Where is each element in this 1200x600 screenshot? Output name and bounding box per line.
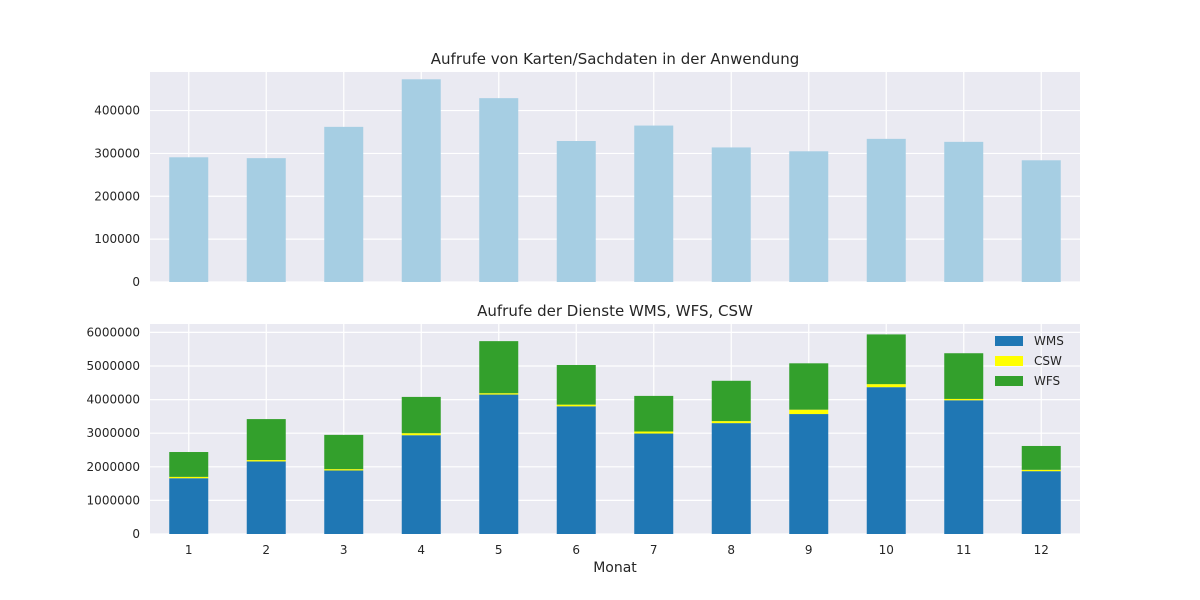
bar-csw: [789, 409, 829, 415]
legend-swatch-wms: [995, 336, 1023, 346]
x-tick-label: 7: [650, 543, 658, 557]
y-tick-label: 0: [132, 527, 140, 541]
chart-map-calls: Aufrufe von Karten/Sachdaten in der Anwe…: [94, 50, 1080, 289]
bar: [556, 141, 596, 282]
y-tick-label: 5000000: [87, 359, 140, 373]
bar-csw: [479, 393, 519, 395]
y-tick-label: 3000000: [87, 426, 140, 440]
bar-wfs: [711, 380, 751, 422]
legend-label-wfs: WFS: [1034, 374, 1060, 388]
bar-wms: [711, 423, 751, 534]
x-tick-label: 1: [185, 543, 193, 557]
bar-wms: [789, 414, 829, 534]
bar-wfs: [401, 396, 441, 434]
bar-wfs: [479, 341, 519, 394]
bar: [944, 141, 984, 282]
bar-csw: [324, 469, 364, 471]
legend: WMS CSW WFS: [995, 334, 1064, 388]
bar-wms: [324, 470, 364, 534]
bar: [789, 151, 829, 282]
y-tick-label: 6000000: [87, 325, 140, 339]
y-tick-label: 400000: [94, 104, 140, 118]
x-tick-label: 3: [340, 543, 348, 557]
legend-swatch-csw: [995, 356, 1023, 366]
legend-label-csw: CSW: [1034, 354, 1062, 368]
bar: [479, 98, 519, 283]
x-tick-label: 9: [805, 543, 813, 557]
x-tick-label: 6: [572, 543, 580, 557]
bar-wms: [866, 387, 906, 534]
bar-wms: [1021, 471, 1061, 534]
x-tick-labels: 1 2 3 4 5 6 7 8 9 10 11 12: [185, 543, 1049, 557]
y-tick-label: 2000000: [87, 460, 140, 474]
x-tick-label: 11: [956, 543, 971, 557]
x-tick-label: 5: [495, 543, 503, 557]
x-tick-label: 12: [1034, 543, 1049, 557]
x-axis-label: Monat: [593, 560, 637, 576]
y-tick-label: 200000: [94, 189, 140, 203]
bar-wms: [401, 435, 441, 534]
bar-wfs: [866, 334, 906, 385]
bar: [866, 138, 906, 282]
bar-wfs: [944, 353, 984, 399]
bar-csw: [1021, 469, 1061, 472]
bar-csw: [944, 398, 984, 401]
bars: [169, 334, 1061, 534]
y-tick-labels: 0 1000000 2000000 3000000 4000000 5000000 6000…: [87, 325, 140, 541]
y-tick-labels: 0 100000 200000 300000 400000: [94, 104, 140, 289]
chart-service-calls: Aufrufe der Dienste WMS, WFS, CSW 0 10000…: [87, 302, 1080, 576]
bar-csw: [401, 433, 441, 436]
bar: [324, 126, 364, 282]
bars: [169, 79, 1061, 283]
bar-csw: [246, 460, 286, 462]
x-tick-label: 4: [417, 543, 425, 557]
bar-csw: [866, 384, 906, 388]
y-tick-label: 1000000: [87, 493, 140, 507]
bar-wms: [479, 394, 519, 534]
bar-wfs: [634, 395, 674, 432]
bar: [169, 157, 209, 282]
bar: [246, 158, 286, 282]
bar-wms: [944, 400, 984, 534]
bar-wms: [169, 478, 209, 534]
bar: [1021, 160, 1061, 282]
bar-csw: [169, 476, 209, 479]
bar-wfs: [556, 364, 596, 405]
x-tick-label: 10: [879, 543, 894, 557]
y-tick-label: 300000: [94, 146, 140, 160]
bar-wms: [556, 406, 596, 534]
bar-wfs: [1021, 445, 1061, 470]
bar-wms: [634, 433, 674, 534]
bar: [401, 79, 441, 283]
bar-wfs: [324, 434, 364, 470]
bar-wfs: [246, 419, 286, 461]
bar: [711, 147, 751, 282]
y-tick-label: 4000000: [87, 393, 140, 407]
y-tick-label: 0: [132, 275, 140, 289]
x-tick-label: 8: [727, 543, 735, 557]
bar-wfs: [169, 452, 209, 477]
chart-title: Aufrufe der Dienste WMS, WFS, CSW: [477, 302, 753, 320]
bar: [634, 125, 674, 282]
bar-csw: [556, 404, 596, 407]
plot-area: [150, 324, 1080, 534]
y-tick-label: 100000: [94, 232, 140, 246]
bar-csw: [634, 431, 674, 434]
bar-csw: [711, 421, 751, 424]
plot-area: [150, 72, 1080, 282]
x-tick-label: 2: [262, 543, 270, 557]
chart-title: Aufrufe von Karten/Sachdaten in der Anwe…: [431, 50, 799, 68]
bar-wms: [246, 461, 286, 534]
bar-wfs: [789, 363, 829, 410]
legend-label-wms: WMS: [1034, 334, 1064, 348]
legend-swatch-wfs: [995, 376, 1023, 386]
